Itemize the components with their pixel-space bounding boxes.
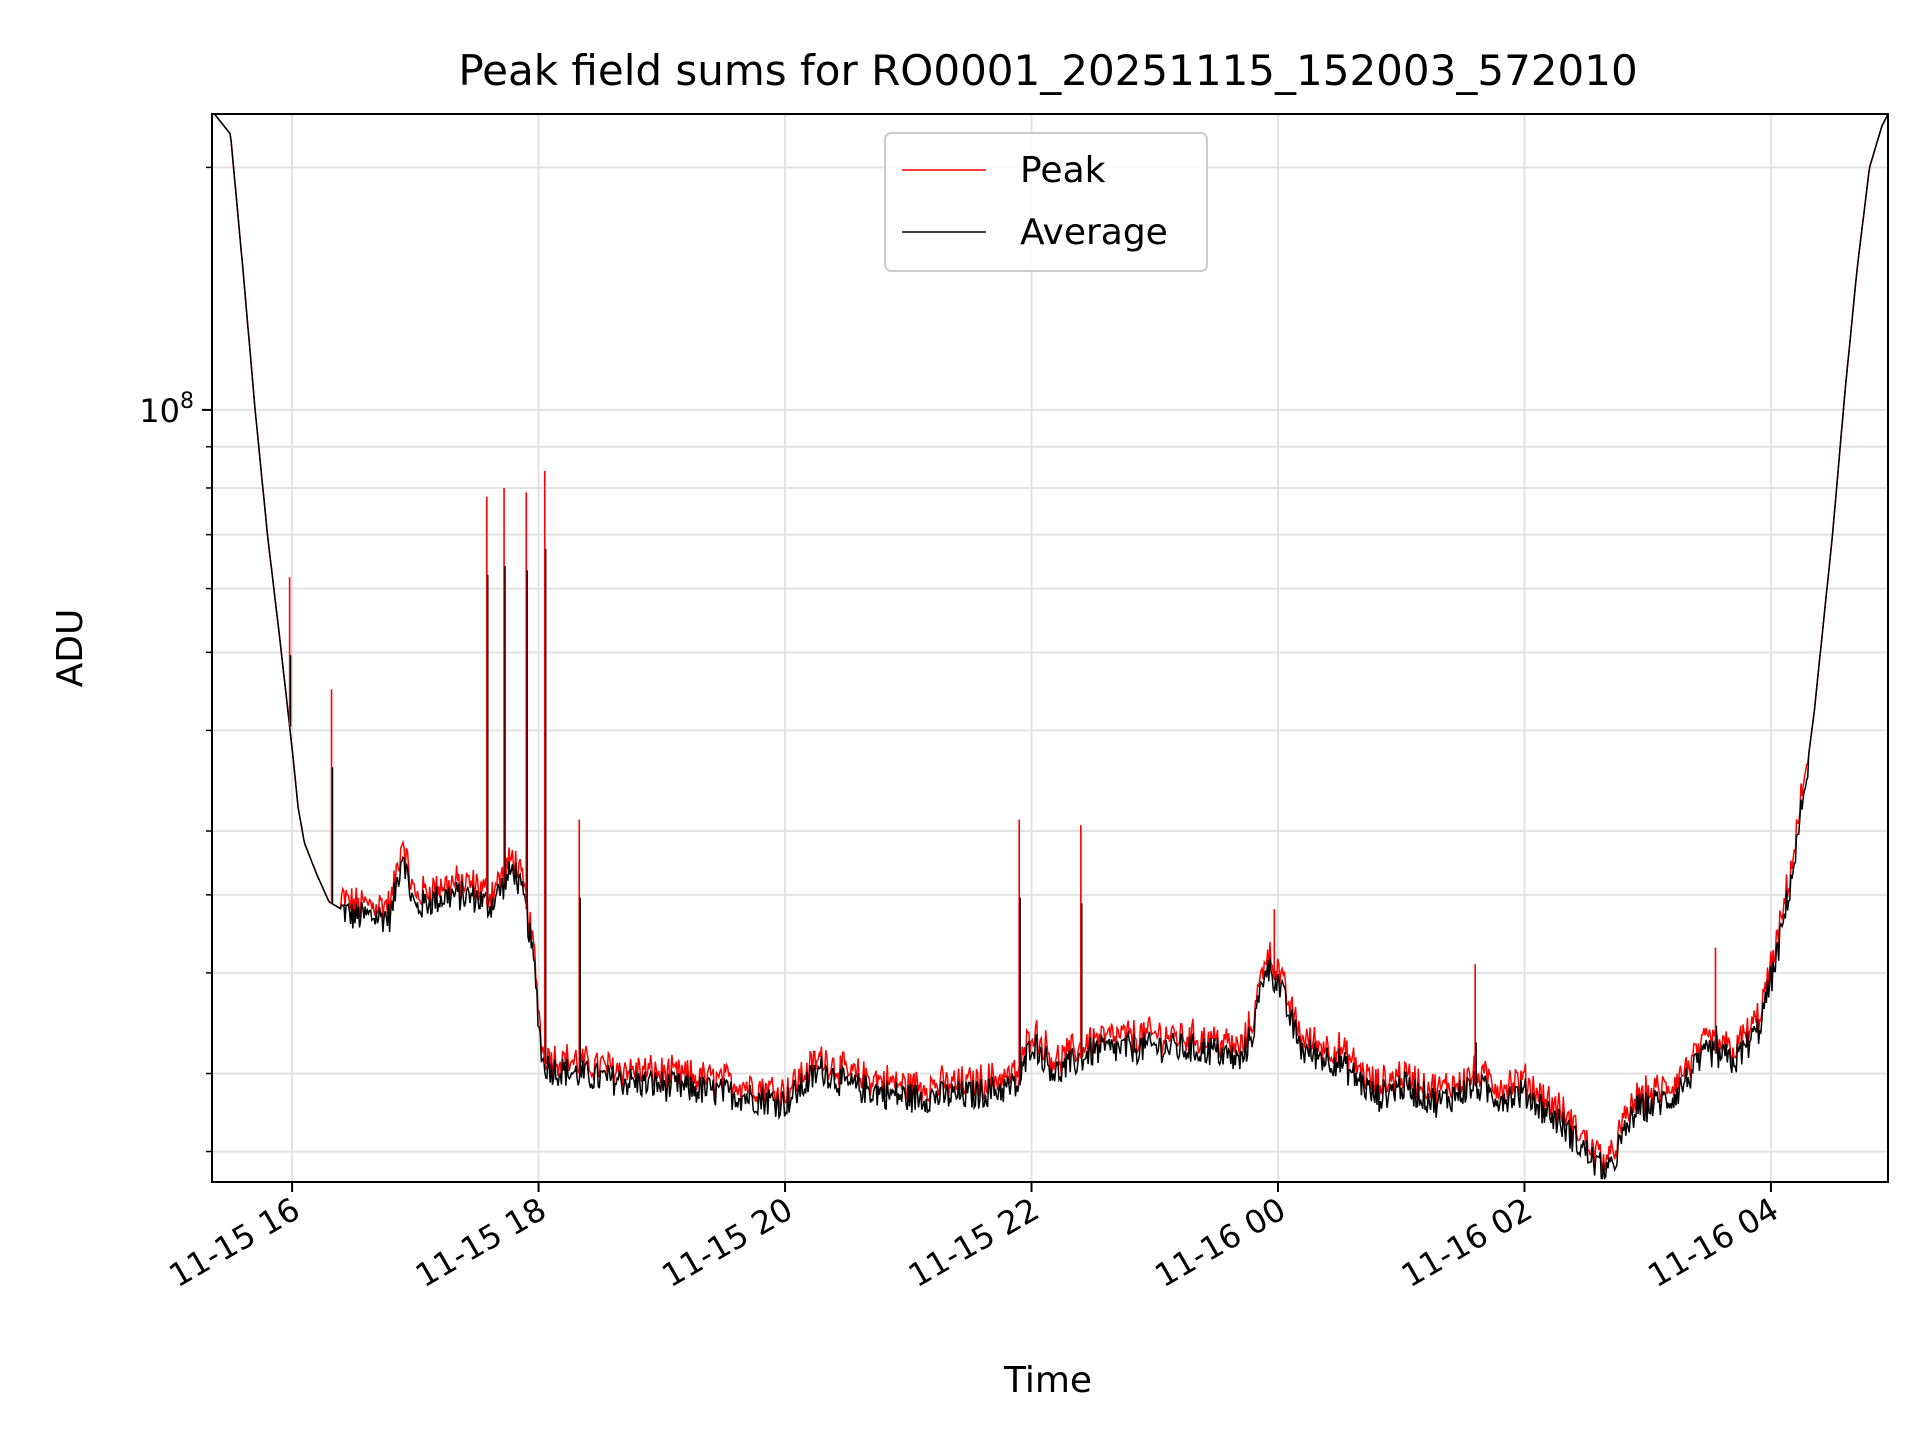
- x-tick-label: 11-15 18: [409, 1190, 553, 1295]
- x-tick-label: 11-16 00: [1148, 1190, 1292, 1295]
- average-line: [213, 113, 1889, 1180]
- peak-line: [213, 113, 1889, 1172]
- legend: Peak Average: [884, 132, 1208, 272]
- x-axis-label: Time: [1003, 1360, 1092, 1401]
- x-axis: 11-15 16 11-15 18 11-15 20 11-15 22 11-16 00…: [163, 1182, 1785, 1295]
- legend-label: Peak: [1020, 150, 1106, 191]
- legend-box: [884, 132, 1208, 272]
- y-tick-label: 108: [139, 389, 194, 430]
- x-tick-label: 11-16 04: [1641, 1190, 1785, 1295]
- y-axis: 108: [139, 166, 212, 1153]
- x-tick-label: 11-15 16: [163, 1190, 307, 1295]
- x-tick-label: 11-16 02: [1395, 1190, 1539, 1295]
- plot-frame: [211, 113, 1889, 1183]
- chart-title: Peak field sums for RO0001_20251115_1520…: [458, 46, 1637, 95]
- grid: [212, 114, 1888, 1182]
- x-tick-label: 11-15 20: [655, 1190, 799, 1295]
- x-tick-label: 11-15 22: [902, 1190, 1046, 1295]
- y-axis-label: ADU: [50, 609, 91, 688]
- legend-label: Average: [1020, 212, 1168, 253]
- series-layer: [213, 113, 1889, 1180]
